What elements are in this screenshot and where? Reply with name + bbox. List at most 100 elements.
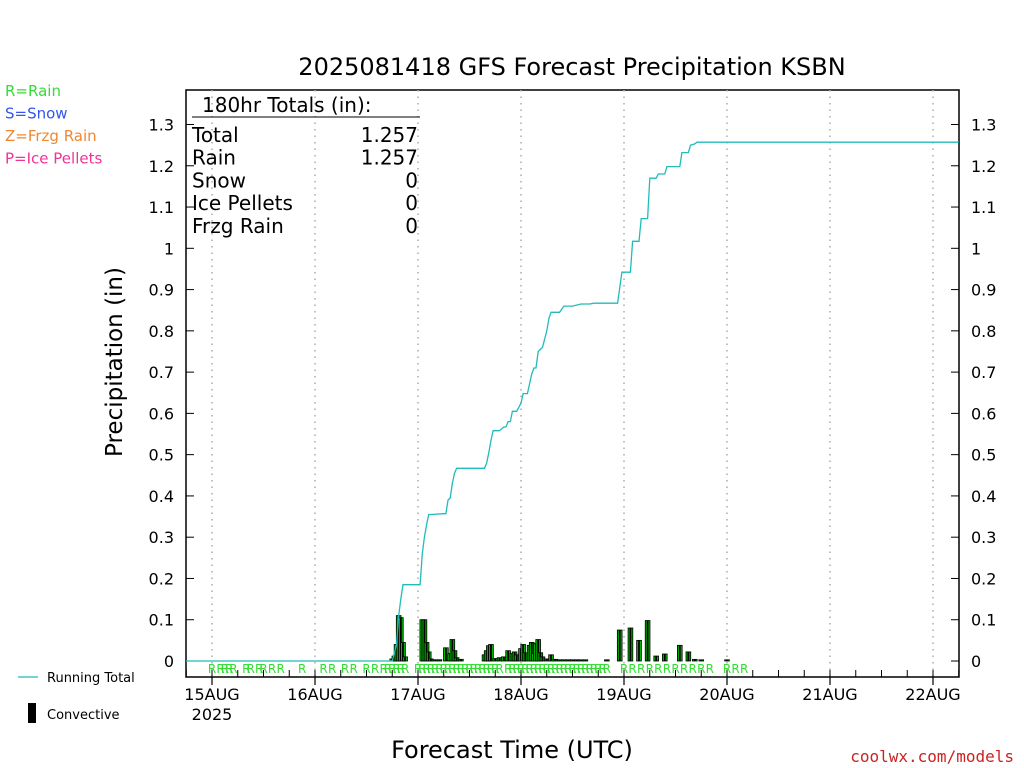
x-tick-sublabel-year: 2025 [192, 705, 233, 724]
convective-bar-core-61 [700, 659, 703, 661]
ptype-rain-28: R [427, 662, 435, 676]
ptype-rain-39: R [474, 662, 482, 676]
ptype-rain-21: R [388, 662, 396, 676]
ptype-rain-29: R [431, 662, 439, 676]
ptype-rain-44: R [495, 662, 503, 676]
y-axis-right: 0 0.1 0.2 0.3 0.4 0.5 0.6 0.7 0.8 0.9 1 1.1 1.2 1.3 [951, 116, 996, 671]
ptype-rain-80: R [723, 662, 731, 676]
convective-bar-core-23 [490, 644, 492, 661]
ptype-rain-31: R [440, 662, 448, 676]
y-tick-label-right: 1.3 [971, 116, 996, 135]
convective-bar-core-50 [584, 659, 587, 661]
convective-bar-core-51 [605, 659, 608, 661]
totals-value-1: 1.257 [361, 146, 418, 170]
day-gridlines [211, 90, 934, 677]
totals-label-0: Total [191, 123, 239, 147]
ptype-rain-20: R [384, 662, 392, 676]
x-tick-label-15aug: 15AUG [184, 685, 239, 704]
convective-bar-core-4 [399, 617, 402, 661]
ptype-rain-27: R [422, 662, 430, 676]
ptype-rain-76: R [680, 662, 688, 676]
y-tick-label-right: 0.6 [971, 404, 996, 423]
convective-bar-core-47 [571, 659, 574, 661]
y-tick-label-left: 0.2 [149, 569, 174, 588]
ptype-rain-75: R [671, 662, 679, 676]
ptype-rain-6: R [242, 662, 250, 676]
convective-bar-core-60 [693, 659, 696, 661]
ptype-rain-8: R [255, 662, 263, 676]
totals-label-3: Ice Pellets [192, 191, 293, 215]
x-tick-label-21aug: 21AUG [802, 685, 857, 704]
ptype-rain-68: R [603, 662, 611, 676]
convective-bar-core-13 [438, 659, 441, 661]
ptype-rain-66: R [594, 662, 602, 676]
y-tick-label-right: 1.2 [971, 157, 996, 176]
legend-convective-label: Convective [47, 708, 120, 723]
legend-ptype-1: S=Snow [5, 105, 68, 123]
ptype-rain-13: R [319, 662, 327, 676]
convective-bar-core-16 [451, 639, 454, 661]
totals-heading: 180hr Totals (in): [202, 93, 372, 117]
convective-bar-core-18 [455, 657, 458, 661]
y-tick-label-left: 0.7 [149, 363, 174, 382]
ptype-rain-54: R [543, 662, 551, 676]
y-tick-label-left: 0.9 [149, 281, 174, 300]
convective-bar-core-11 [429, 658, 432, 661]
y-tick-label-right: 0 [971, 652, 981, 671]
ptype-rain-34: R [452, 662, 460, 676]
totals-value-2: 0 [405, 168, 418, 192]
ptype-rain-79: R [706, 662, 714, 676]
convective-bar-core-38 [537, 639, 540, 661]
ptype-rain-2: R [216, 662, 224, 676]
ptype-rain-48: R [517, 662, 525, 676]
y-tick-label-left: 0.3 [149, 528, 174, 547]
convective-bar-core-62 [726, 659, 728, 661]
convective-bar-core-33 [524, 652, 527, 661]
convective-bar-core-5 [402, 642, 404, 661]
convective-bar-core-35 [530, 642, 533, 661]
y-tick-label-left: 1.3 [149, 116, 174, 135]
convective-bar-core-8 [423, 619, 426, 661]
ptype-rain-45: R [504, 662, 512, 676]
ptype-rain-65: R [590, 662, 598, 676]
convective-bar-core-42 [550, 654, 552, 661]
ptype-rain-82: R [740, 662, 748, 676]
plot-frame [185, 89, 960, 678]
ptype-rain-59: R [564, 662, 572, 676]
y-axis-left: 0 0.1 0.2 0.3 0.4 0.5 0.6 0.7 0.8 0.9 1 1.1 1.2 1.3 [149, 116, 194, 671]
totals-value-3: 0 [405, 191, 418, 215]
ptype-rain-81: R [731, 662, 739, 676]
y-tick-label-left: 1.2 [149, 157, 174, 176]
ptype-rain-25: R [414, 662, 422, 676]
x-tick-label-18aug: 18AUG [493, 685, 548, 704]
ptype-rain-51: R [530, 662, 538, 676]
convective-bar-core-49 [580, 659, 582, 661]
y-tick-label-left: 1.1 [149, 198, 174, 217]
convective-bar-core-59 [687, 651, 690, 661]
convective-bar-core-25 [498, 657, 501, 661]
ptype-rain-42: R [487, 662, 495, 676]
ptype-rain-14: R [328, 662, 336, 676]
ptype-rain-63: R [581, 662, 589, 676]
convective-bar-core-41 [545, 658, 548, 661]
x-tick-label-22aug: 22AUG [905, 685, 960, 704]
ptype-rain-78: R [697, 662, 705, 676]
ptype-rain-3: R [221, 662, 229, 676]
ptype-rain-46: R [508, 662, 516, 676]
convective-bar-core-14 [444, 647, 447, 661]
y-tick-label-right: 0.5 [971, 446, 996, 465]
ptype-rain-69: R [620, 662, 628, 676]
convective-bar-core-19 [460, 659, 462, 661]
convective-bar-core-30 [515, 654, 518, 661]
y-tick-label-right: 0.9 [971, 281, 996, 300]
ptype-rain-17: R [362, 662, 370, 676]
y-tick-label-right: 0.7 [971, 363, 996, 382]
convective-bar-core-26 [502, 656, 505, 661]
ptype-rain-70: R [628, 662, 636, 676]
ptype-rain-74: R [663, 662, 671, 676]
x-tick-label-16aug: 16AUG [287, 685, 342, 704]
legend-ptype-0: R=Rain [5, 82, 61, 100]
ptype-rain-10: R [268, 662, 276, 676]
